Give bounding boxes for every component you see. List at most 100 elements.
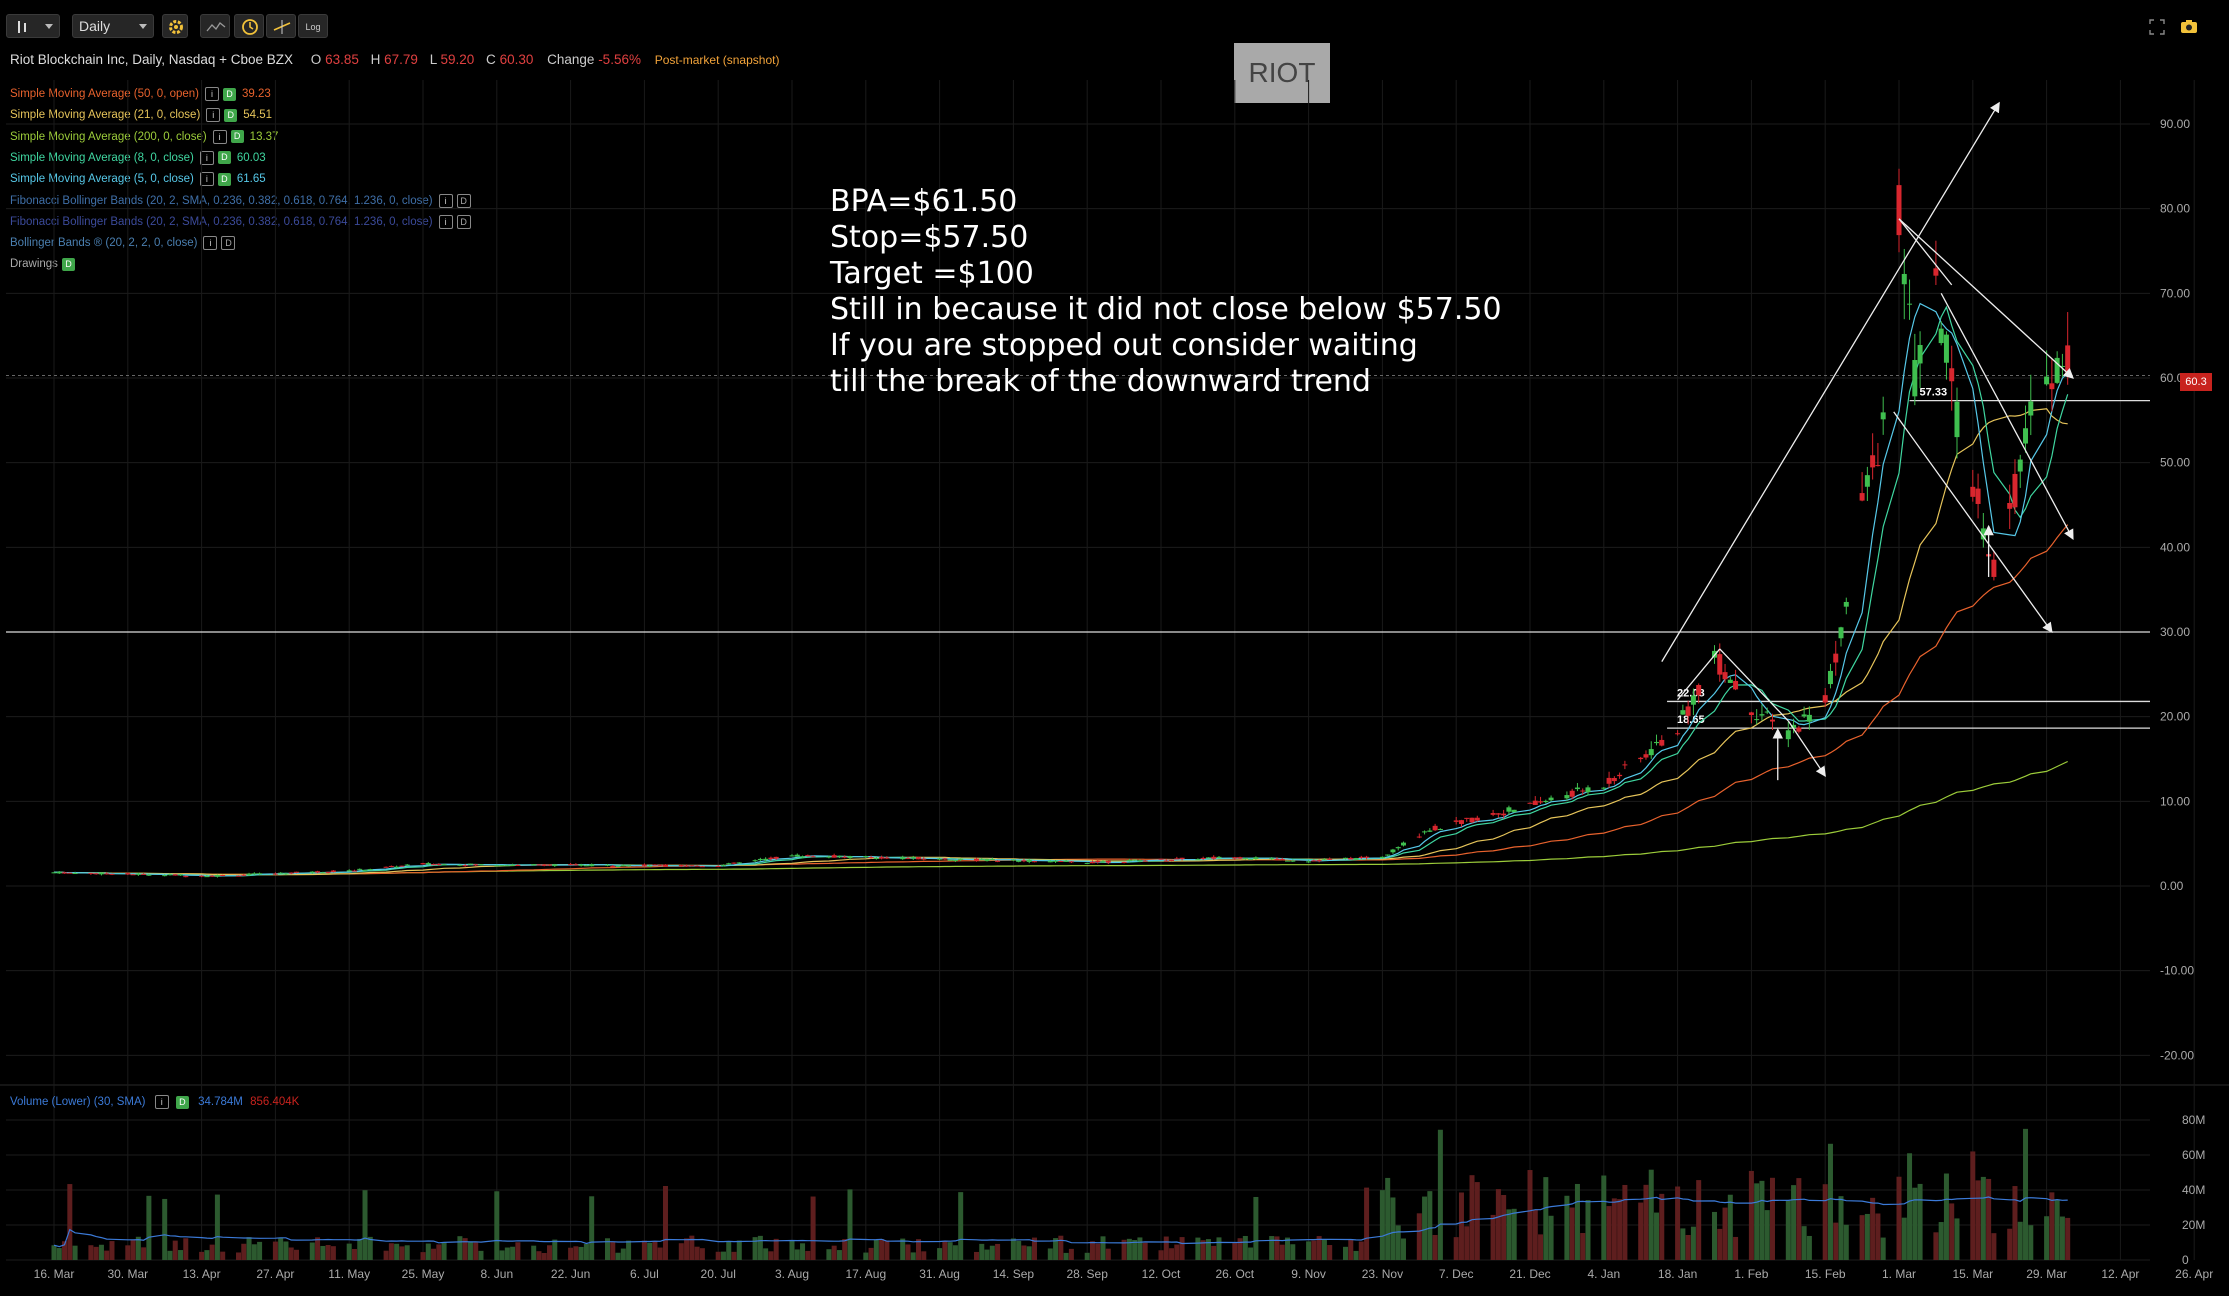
study-label[interactable]: Simple Moving Average (8, 0, close) [10, 151, 194, 164]
display-toggle-icon[interactable]: D [61, 257, 75, 271]
x-tick-label: 25. May [402, 1267, 445, 1281]
bar-style-button[interactable] [6, 14, 60, 38]
candle-body [1427, 830, 1433, 832]
study-label[interactable]: Drawings [10, 258, 58, 271]
display-toggle-icon[interactable]: D [223, 87, 237, 101]
display-toggle-icon[interactable]: D [456, 214, 471, 229]
volume-bar [1321, 1239, 1327, 1260]
fullscreen-icon[interactable] [2149, 19, 2165, 40]
volume-bar [868, 1247, 874, 1260]
candle-body [836, 856, 842, 858]
volume-bar [531, 1245, 537, 1260]
info-icon[interactable]: i [203, 236, 218, 251]
info-icon[interactable]: i [206, 108, 221, 123]
log-button[interactable]: Log [298, 14, 328, 38]
info-icon[interactable]: i [438, 214, 453, 229]
info-icon[interactable]: i [212, 129, 227, 144]
volume-bar [1548, 1215, 1554, 1260]
volume-bar [162, 1198, 168, 1260]
candle-body [1838, 627, 1844, 639]
volume-bar [1437, 1129, 1443, 1260]
volume-bar [610, 1241, 616, 1260]
ticker-watermark: RIOT [1234, 43, 1330, 103]
candle-body [2007, 502, 2013, 509]
info-icon[interactable]: i [199, 172, 214, 187]
volume-bar [884, 1240, 890, 1260]
volume-bar [1390, 1197, 1396, 1260]
study-row: Simple Moving Average (21, 0, close) i D 54… [10, 107, 272, 123]
candle-body [2059, 365, 2065, 367]
study-label[interactable]: Simple Moving Average (200, 0, close) [10, 130, 207, 143]
volume-bar [467, 1242, 473, 1260]
study-label[interactable]: Simple Moving Average (21, 0, close) [10, 109, 201, 122]
study-label[interactable]: Fibonacci Bollinger Bands (20, 2, SMA, 0… [10, 194, 433, 207]
display-toggle-icon[interactable]: D [175, 1095, 189, 1109]
candle-body [1343, 857, 1348, 859]
display-toggle-icon[interactable]: D [230, 130, 244, 144]
volume-sma-line [53, 1196, 2068, 1248]
candle-body [921, 858, 927, 860]
candle-body [947, 859, 953, 861]
candle-body [293, 871, 299, 873]
candle-body [93, 873, 99, 875]
display-toggle-icon[interactable]: D [217, 172, 231, 186]
info-icon[interactable]: i [438, 193, 453, 208]
candle-body [315, 871, 321, 873]
volume-bar [1943, 1173, 1949, 1260]
volume-bar [1722, 1207, 1728, 1260]
x-tick-label: 21. Dec [1509, 1267, 1550, 1281]
volume-bar [1827, 1143, 1833, 1260]
candle-body [88, 872, 94, 874]
volume-bar [1089, 1241, 1095, 1260]
candle-body [995, 860, 1001, 862]
info-icon[interactable]: i [199, 150, 214, 165]
compare-button[interactable] [200, 14, 230, 38]
candle-body [1126, 859, 1132, 862]
volume-bar [1232, 1242, 1238, 1260]
study-label[interactable]: Simple Moving Average (50, 0, open) [10, 88, 200, 100]
interval-select[interactable]: Daily [72, 14, 154, 38]
candle-body [726, 863, 732, 865]
volume-bar [1933, 1232, 1939, 1260]
display-toggle-icon[interactable]: D [217, 151, 231, 165]
candle-body [1105, 860, 1111, 863]
x-tick-label: 20. Jul [701, 1267, 736, 1281]
display-toggle-icon[interactable]: D [224, 108, 238, 122]
volume-bar [1385, 1177, 1391, 1260]
candle-body [1068, 861, 1074, 863]
study-label[interactable]: Simple Moving Average (5, 0, close) [10, 173, 194, 186]
clock-button[interactable] [234, 14, 264, 38]
display-toggle-icon[interactable]: D [221, 236, 236, 251]
candle-body [1722, 672, 1728, 680]
candle-body [1132, 859, 1138, 861]
candle-body [1943, 334, 1949, 363]
camera-icon[interactable] [2180, 19, 2198, 39]
volume-bar [1690, 1226, 1696, 1260]
candle-body [362, 869, 368, 871]
volume-bar [2049, 1192, 2055, 1260]
volume-bar [135, 1236, 141, 1260]
info-icon[interactable]: i [154, 1095, 169, 1109]
study-label[interactable]: Fibonacci Bollinger Bands (20, 2, SMA, 0… [10, 215, 433, 228]
volume-bar [1179, 1237, 1185, 1260]
crosshair-button[interactable] [266, 14, 296, 38]
candle-body [541, 864, 547, 866]
info-icon[interactable]: i [205, 87, 220, 101]
candle-body [910, 857, 916, 859]
change-label: Change [547, 52, 595, 67]
volume-study-label[interactable]: Volume (Lower) (30, SMA) [10, 1096, 146, 1108]
candle-body [1949, 368, 1955, 382]
volume-bar [1306, 1241, 1312, 1260]
volume-bar [736, 1240, 742, 1260]
candle-body [1833, 653, 1839, 663]
settings-button[interactable] [162, 14, 188, 38]
volume-bar [1574, 1183, 1580, 1260]
candle-body [620, 865, 626, 867]
study-label[interactable]: Bollinger Bands ® (20, 2, 2, 0, close) [10, 237, 198, 250]
volume-bar [93, 1246, 99, 1260]
volume-bar [1095, 1243, 1101, 1260]
display-toggle-icon[interactable]: D [456, 193, 471, 208]
candle-body [763, 858, 769, 861]
volume-bar [2065, 1217, 2071, 1260]
